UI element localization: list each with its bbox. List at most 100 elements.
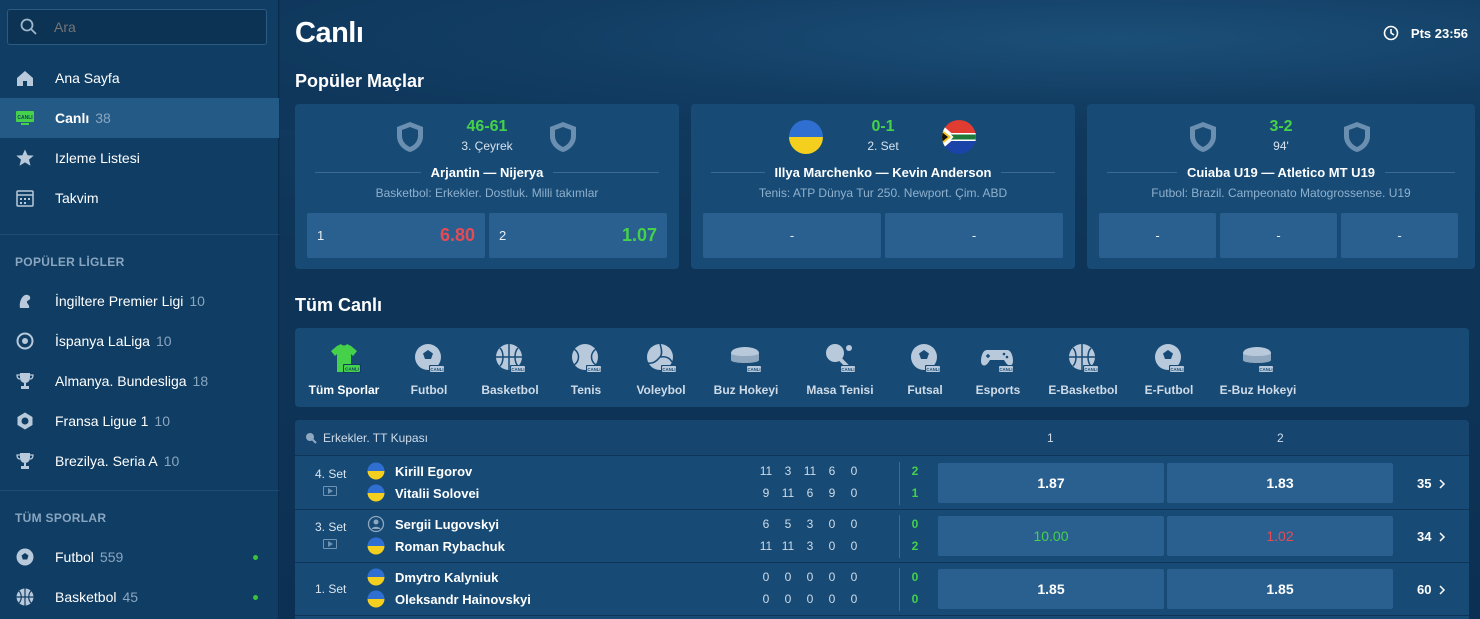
more-markets-link[interactable]: 60 (1417, 582, 1446, 597)
set-score: 11 (781, 539, 795, 553)
sport-tab-e-basketball[interactable]: CANLI E-Basketbol (1048, 342, 1118, 397)
more-markets-link[interactable]: 35 (1417, 476, 1446, 491)
sport-tab-label: Futsal (907, 383, 943, 397)
sport-item-football[interactable]: Futbol 559 (0, 537, 279, 577)
ukraine-flag-icon (367, 462, 385, 480)
player-name: Roman Rybachuk (395, 538, 505, 554)
search-box[interactable] (7, 9, 267, 45)
odd-button[interactable]: 1.83 (1167, 463, 1393, 503)
sport-tab-e-ice-hockey[interactable]: CANLI E-Buz Hokeyi (1219, 342, 1297, 397)
league-item[interactable]: İspanya LaLiga 10 (0, 321, 279, 361)
sport-item-basketball[interactable]: Basketbol 45 (0, 577, 279, 617)
sport-tab-all[interactable]: CANLI Tüm Sporlar (308, 342, 380, 397)
home-icon (17, 71, 33, 86)
odd-value: - (789, 228, 795, 243)
nav-watchlist-label: Izleme Listesi (55, 150, 140, 166)
nav-watchlist[interactable]: Izleme Listesi (0, 138, 279, 178)
odd-button[interactable]: - (703, 213, 881, 258)
player-name: Kirill Egorov (395, 463, 473, 479)
divider (1001, 172, 1055, 173)
nav-live[interactable]: CANLI Canlı 38 (0, 98, 279, 138)
svg-text:CANLI: CANLI (17, 115, 33, 121)
sport-tab-tennis[interactable]: CANLI Tenis (563, 342, 609, 397)
odd-button[interactable]: 1.85 (1167, 569, 1393, 609)
set-status: 4. Set (315, 467, 347, 481)
set-score: 11 (759, 539, 773, 553)
odd-button[interactable]: 1 6.80 (307, 213, 485, 258)
current-score: 0 (911, 592, 919, 606)
sport-tab-ice-hockey[interactable]: CANLI Buz Hokeyi (713, 342, 779, 397)
table-row[interactable]: 3. Set Sergii Lugovskyi Roman Rybachuk 6… (295, 510, 1469, 563)
video-icon[interactable] (323, 539, 337, 549)
sport-tab-e-football[interactable]: CANLI E-Futbol (1143, 342, 1195, 397)
south-africa-flag-icon (942, 120, 976, 154)
set-score: 0 (762, 570, 770, 584)
svg-text:CANLI: CANLI (345, 367, 359, 372)
match-title: Arjantin — Nijerya (430, 165, 544, 180)
nav-calendar[interactable]: Takvim (0, 178, 279, 218)
sport-tab-esports[interactable]: CANLI Esports (972, 342, 1024, 397)
set-score: 0 (850, 464, 858, 478)
sport-tab-football[interactable]: CANLI Futbol (403, 342, 455, 397)
set-score: 0 (850, 539, 858, 553)
tennis-icon: CANLI (572, 344, 602, 373)
chevron-right-icon (1439, 478, 1446, 489)
table-row[interactable]: 1. Set Dmytro Kalyniuk Oleksandr Hainovs… (295, 563, 1469, 616)
nav-live-label: Canlı (55, 110, 90, 126)
league-count: 10 (155, 333, 172, 349)
svg-text:CANLI: CANLI (1170, 367, 1183, 372)
odd-button[interactable]: - (1220, 213, 1337, 258)
sport-tab-table-tennis[interactable]: CANLI Masa Tenisi (805, 342, 875, 397)
odd-label: 1 (317, 228, 325, 243)
more-markets-link[interactable]: 34 (1417, 529, 1446, 544)
player-name: Dmytro Kalyniuk (395, 569, 499, 585)
set-score: 9 (762, 486, 770, 500)
nav-live-count: 38 (95, 110, 111, 126)
set-score: 6 (762, 517, 770, 531)
league-item[interactable]: İngiltere Premier Ligi 10 (0, 281, 279, 321)
popular-match-card[interactable]: 46-61 3. Çeyrek Arjantin — Nijerya Baske… (295, 104, 679, 269)
current-score: 2 (911, 464, 919, 478)
table-header: Erkekler. TT Kupası 1 2 (295, 420, 1469, 456)
odd-button[interactable]: 1.02 (1167, 516, 1393, 556)
svg-text:CANLI: CANLI (587, 367, 600, 372)
odd-button[interactable]: - (1341, 213, 1458, 258)
odd-button[interactable]: 1.85 (938, 569, 1164, 609)
odd-button[interactable]: - (885, 213, 1063, 258)
video-icon[interactable] (323, 486, 337, 496)
premier-league-lion-icon (19, 294, 31, 308)
odd-button[interactable]: - (1099, 213, 1216, 258)
more-markets-count: 35 (1417, 476, 1432, 491)
odd-button[interactable]: 1.87 (938, 463, 1164, 503)
sport-tab-label: Esports (975, 383, 1021, 397)
svg-text:CANLI: CANLI (662, 367, 675, 372)
odd-value: 1.07 (621, 225, 657, 245)
odd-button[interactable]: 2 1.07 (489, 213, 667, 258)
sport-tab-label: Tüm Sporlar (308, 383, 380, 397)
popular-leagues-title: POPÜLER LİGLER (15, 255, 125, 269)
table-row[interactable]: 4. Set Kirill Egorov Vitalii Solovei 11 3… (295, 457, 1469, 510)
sport-tab-volleyball[interactable]: CANLI Voleybol (633, 342, 689, 397)
match-period: 2. Set (867, 139, 899, 153)
sport-tab-futsal[interactable]: CANLI Futsal (903, 342, 947, 397)
ukraine-flag-icon (367, 568, 385, 586)
svg-text:CANLI: CANLI (747, 367, 760, 372)
popular-match-card[interactable]: 3-2 94' Cuiaba U19 — Atletico MT U19 Fut… (1087, 104, 1475, 269)
league-item[interactable]: Brezilya. Seria A 10 (0, 441, 279, 481)
odd-button[interactable]: 10.00 (938, 516, 1164, 556)
set-score: 6 (806, 486, 814, 500)
sport-tab-basketball[interactable]: CANLI Basketbol (477, 342, 543, 397)
trophy-icon (16, 373, 34, 389)
table-tennis-icon (306, 433, 317, 444)
column-header-2: 2 (1277, 431, 1284, 445)
league-item[interactable]: Almanya. Bundesliga 18 (0, 361, 279, 401)
set-score: 0 (784, 570, 792, 584)
set-score: 3 (784, 464, 792, 478)
league-item[interactable]: Fransa Ligue 1 10 (0, 401, 279, 441)
live-tv-icon: CANLI (16, 111, 34, 125)
league-label: İngiltere Premier Ligi (55, 293, 184, 309)
divider (899, 462, 900, 505)
popular-match-card[interactable]: 0-1 2. Set Illya Marchenko — Kevin Ander… (691, 104, 1075, 269)
nav-home[interactable]: Ana Sayfa (0, 58, 279, 98)
search-input[interactable] (54, 10, 254, 44)
